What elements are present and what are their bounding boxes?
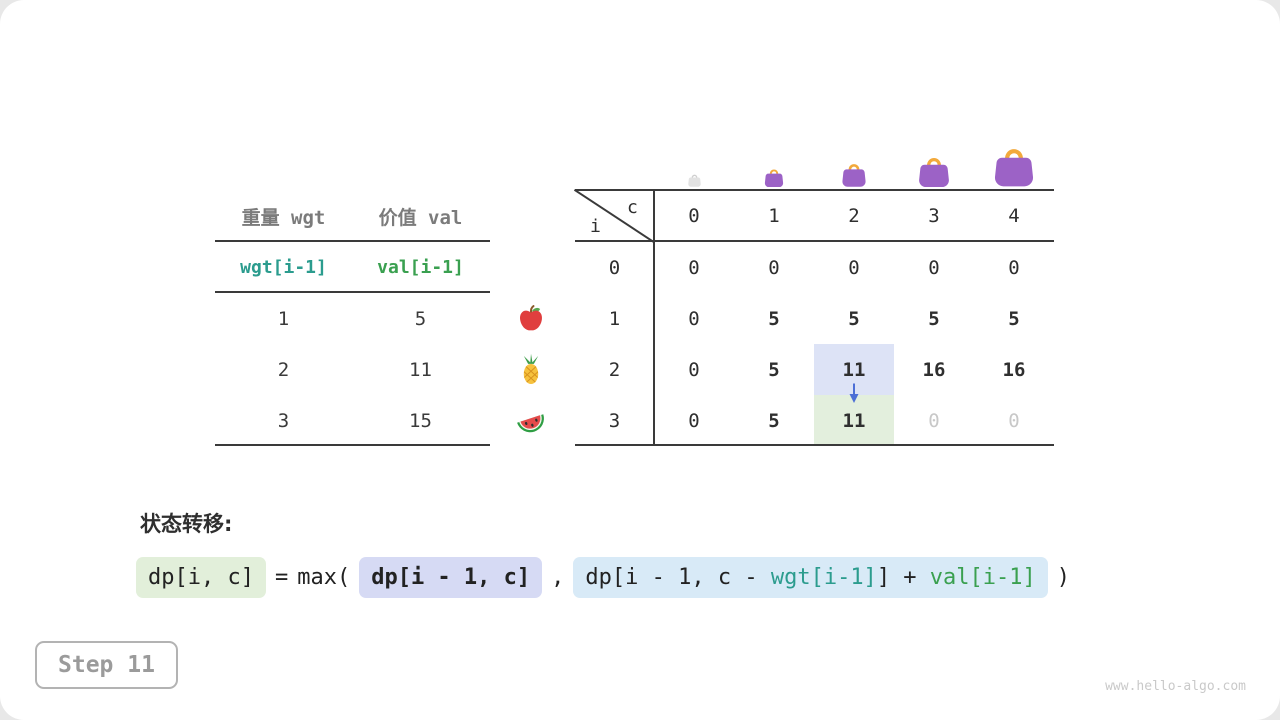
dp-cell: 11 [814, 344, 894, 395]
dp-cell: 5 [1008, 307, 1020, 330]
dp-corner-col-label: c [627, 197, 638, 218]
weights-table-rule-mid [215, 291, 490, 293]
dp-cell: 0 [688, 358, 700, 381]
dp-cell: 0 [688, 256, 700, 279]
dp-cell: 16 [1002, 358, 1026, 381]
transition-arrow-icon [847, 382, 861, 408]
dp-table-corner-diagonal [573, 189, 655, 243]
weights-var-wgt: wgt[i-1] [240, 257, 327, 278]
transition-formula: dp[i, c] = max( dp[i - 1, c] , dp[i - 1,… [136, 557, 1070, 598]
dp-cell: 5 [768, 358, 780, 381]
dp-cell: 5 [768, 409, 780, 432]
formula-arg2-mid: ] + [876, 565, 930, 590]
bag-icon [814, 118, 894, 187]
formula-close-paren: ) [1056, 565, 1071, 590]
dp-cell: 0 [768, 256, 780, 279]
dp-cell: 0 [688, 307, 700, 330]
formula-comma: , [551, 565, 565, 590]
pineapple-icon [512, 344, 550, 395]
transition-title: 状态转移: [140, 512, 233, 536]
dp-col-header: 2 [848, 205, 860, 227]
weights-wgt-value: 2 [277, 358, 290, 381]
bag-icon [894, 118, 974, 187]
formula-equals: = [274, 565, 289, 590]
weights-var-val: val[i-1] [377, 257, 464, 278]
watermark: www.hello-algo.com [1105, 679, 1246, 694]
weights-wgt-value: 3 [277, 409, 290, 432]
formula-arg2-prefix: dp[i - 1, c - [585, 565, 771, 590]
apple-icon [512, 293, 550, 344]
dp-table-rule-top [575, 189, 1054, 191]
dp-cell: 0 [928, 256, 940, 279]
weights-table-rule-bottom [215, 444, 490, 446]
dp-cell: 0 [688, 409, 700, 432]
dp-corner-row-label: i [590, 216, 601, 237]
dp-col-header: 3 [928, 205, 940, 227]
watermelon-icon [512, 395, 550, 446]
dp-cell: 0 [1008, 256, 1020, 279]
dp-row-label: 1 [608, 307, 621, 330]
weights-header-val: 价值 val [378, 206, 463, 229]
dp-table-rule-bottom [575, 444, 1054, 446]
formula-lhs-chip: dp[i, c] [136, 557, 266, 598]
dp-col-header: 1 [768, 205, 780, 227]
dp-cell: 0 [928, 409, 940, 432]
bag-icon [734, 118, 814, 187]
dp-row-label: 2 [608, 358, 621, 381]
dp-cell: 0 [1008, 409, 1020, 432]
formula-arg2-wgt: wgt[i-1] [770, 565, 877, 590]
dp-row-label: 3 [608, 409, 621, 432]
formula-arg1-chip: dp[i - 1, c] [359, 557, 543, 598]
weights-header-wgt: 重量 wgt [241, 206, 326, 229]
dp-cell: 5 [848, 307, 860, 330]
dp-table-rule-header [575, 240, 1054, 242]
dp-cell: 0 [848, 256, 860, 279]
weights-val-value: 5 [414, 307, 427, 330]
weights-val-value: 15 [409, 409, 432, 432]
dp-col-header: 4 [1008, 205, 1020, 227]
weights-wgt-value: 1 [277, 307, 290, 330]
dp-cell: 5 [768, 307, 780, 330]
formula-arg2-chip: dp[i - 1, c - wgt[i-1]] + val[i-1] [573, 557, 1048, 598]
step-badge: Step 11 [35, 641, 178, 689]
bag-icon-empty [654, 118, 734, 187]
dp-cell: 5 [928, 307, 940, 330]
formula-max-open: max( [297, 565, 351, 590]
weights-val-value: 11 [409, 358, 432, 381]
formula-arg2-val: val[i-1] [929, 565, 1036, 590]
dp-cell: 11 [814, 395, 894, 446]
weights-table-rule-top [215, 240, 490, 242]
dp-row-label: 0 [608, 256, 621, 279]
dp-col-header: 0 [688, 205, 700, 227]
bag-icon [974, 118, 1054, 187]
dp-table-rule-vertical [653, 189, 655, 446]
dp-cell: 16 [922, 358, 946, 381]
